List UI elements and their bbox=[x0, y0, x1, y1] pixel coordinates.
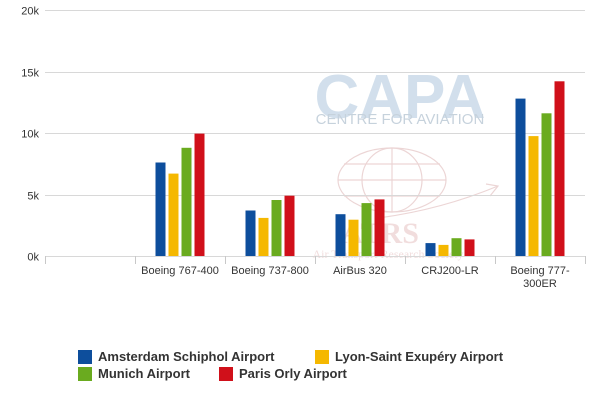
bar-lyon-saint-exup-ry-airport-3[interactable] bbox=[348, 219, 359, 256]
legend-label: Amsterdam Schiphol Airport bbox=[98, 349, 275, 364]
capa-logo-watermark: CAPA bbox=[314, 63, 485, 132]
bar-paris-orly-airport-3[interactable] bbox=[374, 199, 385, 256]
bar-munich-airport-1[interactable] bbox=[181, 147, 192, 256]
bar-munich-airport-2[interactable] bbox=[271, 200, 282, 256]
legend-swatch bbox=[78, 350, 92, 364]
y-tick-label: 0k bbox=[27, 252, 39, 264]
x-tick-label: 300ER bbox=[523, 278, 557, 290]
bar-munich-airport-4[interactable] bbox=[451, 238, 462, 256]
legend-swatch bbox=[219, 367, 233, 381]
y-tick-label: 10k bbox=[21, 129, 39, 141]
x-tick-label: CRJ200-LR bbox=[421, 265, 479, 277]
x-tick-label: Boeing 767-400 bbox=[141, 265, 219, 277]
x-axis: Boeing 767-400 Boeing 737-800 AirBus 320 CR… bbox=[45, 256, 586, 290]
bar-munich-airport-5[interactable] bbox=[541, 113, 552, 256]
gridlines bbox=[45, 10, 585, 257]
bar-amsterdam-schiphol-airport-3[interactable] bbox=[335, 214, 346, 256]
x-tick-label: AirBus 320 bbox=[333, 265, 387, 277]
bar-lyon-saint-exup-ry-airport-5[interactable] bbox=[528, 136, 539, 256]
bar-amsterdam-schiphol-airport-1[interactable] bbox=[155, 162, 166, 257]
y-tick-label: 20k bbox=[21, 6, 39, 18]
x-tick-label: Boeing 777- bbox=[510, 265, 570, 277]
bar-amsterdam-schiphol-airport-5[interactable] bbox=[515, 98, 526, 256]
bar-paris-orly-airport-5[interactable] bbox=[554, 81, 565, 256]
legend-label: Lyon-Saint Exupéry Airport bbox=[335, 349, 504, 364]
y-tick-label: 5k bbox=[27, 191, 39, 203]
bars bbox=[155, 81, 565, 257]
bar-amsterdam-schiphol-airport-2[interactable] bbox=[245, 210, 256, 257]
y-tick-label: 15k bbox=[21, 68, 39, 80]
legend-swatch bbox=[78, 367, 92, 381]
bar-paris-orly-airport-1[interactable] bbox=[194, 133, 205, 256]
bar-amsterdam-schiphol-airport-4[interactable] bbox=[425, 243, 436, 256]
legend-label: Paris Orly Airport bbox=[239, 366, 347, 381]
bar-munich-airport-3[interactable] bbox=[361, 203, 372, 256]
y-axis: 0k 5k 10k 15k 20k bbox=[21, 6, 39, 264]
bar-lyon-saint-exup-ry-airport-2[interactable] bbox=[258, 217, 269, 256]
capa-subtitle-watermark: CENTRE FOR AVIATION bbox=[316, 111, 485, 128]
bar-lyon-saint-exup-ry-airport-4[interactable] bbox=[438, 244, 449, 256]
legend-swatch bbox=[315, 350, 329, 364]
legend-label: Munich Airport bbox=[98, 366, 190, 381]
bar-lyon-saint-exup-ry-airport-1[interactable] bbox=[168, 173, 179, 256]
bar-paris-orly-airport-4[interactable] bbox=[464, 239, 475, 256]
bar-paris-orly-airport-2[interactable] bbox=[284, 195, 295, 256]
x-tick-label: Boeing 737-800 bbox=[231, 265, 309, 277]
